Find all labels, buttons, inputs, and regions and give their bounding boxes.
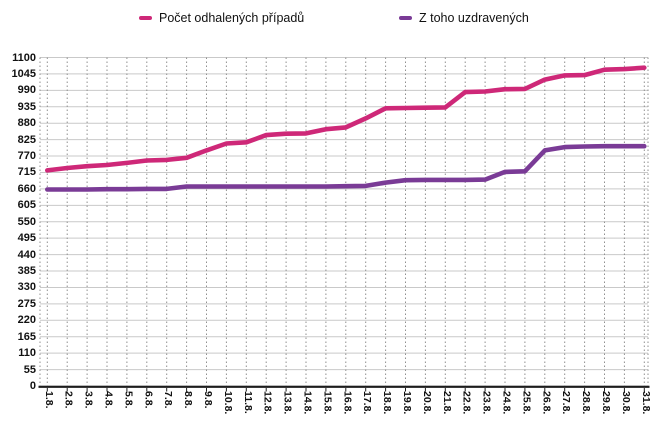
x-tick-label: 19.8. [401, 391, 413, 415]
x-tick-label: 29.8. [600, 391, 612, 415]
y-tick-label: 1045 [11, 67, 36, 80]
x-tick-label: 27.8. [560, 391, 573, 415]
legend-item-recovered: Z toho uzdravených [399, 11, 529, 25]
x-tick-label: 15.8. [321, 391, 334, 415]
y-tick-label: 110 [18, 347, 36, 360]
y-tick-label: 275 [17, 297, 36, 310]
x-tick-label: 10.8. [221, 391, 234, 415]
y-tick-label: 990 [17, 84, 36, 97]
x-tick-label: 18.8. [381, 391, 394, 415]
series-line-1 [44, 143, 647, 192]
legend-swatch-detected-icon [139, 16, 152, 20]
x-tick-label: 30.8. [619, 391, 632, 415]
y-tick-label: 550 [17, 215, 36, 228]
x-tick-label: 12.8. [261, 391, 274, 415]
y-tick-label: 935 [17, 100, 36, 113]
y-tick-label: 440 [17, 248, 36, 261]
x-tick-label: 6.8. [142, 391, 155, 409]
y-tick-label: 385 [17, 265, 36, 278]
x-tick-label: 28.8. [580, 391, 593, 415]
x-tick-label: 13.8. [281, 391, 294, 415]
y-tick-label: 0 [29, 380, 36, 392]
legend-label-detected: Počet odhalených případů [159, 11, 305, 25]
y-tick-label: 55 [23, 363, 36, 376]
x-tick-label: 24.8. [500, 391, 513, 415]
y-tick-label: 330 [17, 281, 36, 294]
y-tick-label: 660 [17, 182, 36, 195]
x-tick-label: 3.8. [82, 391, 95, 409]
y-tick-label: 220 [17, 314, 36, 327]
legend: Počet odhalených případů Z toho uzdraven… [0, 0, 651, 34]
y-tick-label: 880 [17, 117, 36, 130]
x-tick-label: 7.8. [162, 391, 175, 409]
x-tick-label: 21.8. [440, 391, 453, 415]
y-tick-label: 825 [17, 133, 36, 146]
y-tick-label: 165 [17, 330, 36, 343]
x-tick-label: 11.8. [241, 391, 254, 414]
x-tick-label: 26.8. [540, 391, 553, 415]
x-tick-label: 2.8. [62, 391, 75, 409]
x-tick-label: 16.8. [341, 391, 354, 415]
y-tick-label: 1100 [12, 51, 36, 64]
legend-swatch-recovered-icon [399, 16, 412, 20]
series-line-0 [44, 65, 647, 173]
x-tick-label: 1.8. [42, 391, 55, 409]
x-tick-label: 31.8. [639, 391, 651, 415]
legend-label-recovered: Z toho uzdravených [419, 11, 529, 25]
y-tick-label: 605 [17, 199, 36, 212]
x-tick-label: 5.8. [122, 391, 135, 409]
x-tick-label: 14.8. [301, 391, 314, 415]
x-tick-label: 25.8. [520, 391, 533, 415]
x-tick-label: 8.8. [182, 391, 195, 409]
x-tick-label: 23.8. [480, 391, 493, 415]
x-tick-label: 17.8. [361, 391, 374, 415]
y-tick-label: 495 [17, 232, 36, 245]
legend-item-detected: Počet odhalených případů [139, 11, 304, 25]
y-tick-label: 715 [17, 166, 36, 179]
y-tick-label: 770 [17, 150, 36, 163]
x-tick-label: 22.8. [460, 391, 473, 415]
x-tick-label: 4.8. [102, 391, 115, 409]
x-tick-label: 9.8. [202, 391, 214, 409]
x-tick-label: 20.8. [420, 391, 433, 415]
